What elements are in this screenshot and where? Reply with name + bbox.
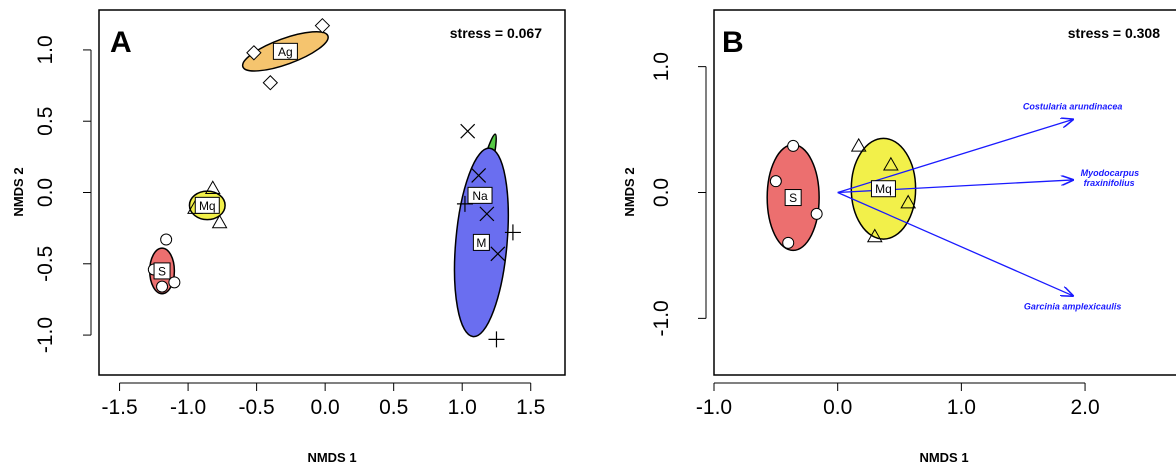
y-axis-label-b: NMDS 2 — [622, 167, 637, 216]
x-tick-label: 1.5 — [516, 396, 545, 419]
group-label: Mq — [875, 182, 892, 196]
plot-frame-b — [713, 9, 1176, 376]
panel-label-b: B — [722, 26, 744, 59]
x-tick-label: -1.0 — [170, 396, 206, 419]
point-na — [479, 206, 495, 222]
y-axis-b: -1.0 0.0 1.0 — [650, 52, 707, 336]
group-label-box — [870, 180, 896, 198]
y-tick-label: 1.0 — [650, 52, 673, 81]
vector-arrow — [837, 191, 1073, 296]
point-mq — [211, 214, 228, 229]
vector-label: Myodocarpus fraxinifolius — [1081, 168, 1140, 188]
x-tick-label: -0.5 — [239, 396, 275, 419]
x-axis-label-b: NMDS 1 — [919, 450, 968, 465]
x-axis-label-a: NMDS 1 — [307, 450, 356, 465]
group-label-box — [467, 186, 493, 204]
point-s — [810, 207, 823, 220]
point-m — [488, 331, 505, 348]
x-tick-label: 0.0 — [311, 396, 340, 419]
point-ag — [246, 45, 262, 61]
group-label: Ag — [278, 45, 293, 59]
x-tick-label: 1.0 — [947, 396, 976, 419]
group-label: S — [789, 191, 797, 205]
group-label-box — [153, 262, 171, 280]
x-tick-label: 1.0 — [448, 396, 477, 419]
plot-area-a: Ag Mq S Na M — [147, 17, 521, 348]
point-mq — [866, 228, 883, 243]
y-tick-label: 0.0 — [34, 178, 57, 207]
point-s — [782, 236, 795, 249]
group-label-box — [784, 189, 802, 207]
x-tick-label: -1.5 — [101, 396, 137, 419]
x-tick-label: 0.0 — [823, 396, 852, 419]
point-na — [460, 123, 476, 139]
x-axis-a: -1.5 -1.0 -0.5 0.0 0.5 1.0 1.5 — [101, 382, 545, 419]
group-label: Mq — [199, 199, 216, 213]
y-tick-label: 0.5 — [34, 107, 57, 136]
x-tick-label: -1.0 — [696, 396, 732, 419]
point-s — [160, 233, 173, 246]
plot-area-b: Costularia arundinacea Myodocarpus fraxini… — [766, 102, 1140, 312]
vector-label: Costularia arundinacea — [1023, 102, 1123, 112]
plot-frame-a — [98, 9, 566, 376]
point-mq — [900, 194, 917, 209]
point-s — [168, 276, 181, 289]
panel-label-a: A — [110, 26, 132, 59]
stress-a: stress = 0.067 — [450, 25, 542, 41]
y-axis-a: -1.0 -0.5 0.0 0.5 1.0 — [34, 35, 92, 353]
y-axis-label-a: NMDS 2 — [11, 167, 26, 216]
point-s — [787, 139, 800, 152]
y-tick-label: 1.0 — [34, 35, 57, 64]
group-label: S — [158, 264, 166, 278]
group-label-box — [472, 233, 490, 251]
y-tick-label: -0.5 — [34, 246, 57, 282]
y-tick-label: -1.0 — [34, 317, 57, 353]
y-tick-label: -1.0 — [650, 300, 673, 336]
group-label-box — [194, 196, 220, 214]
group-label-box — [272, 42, 298, 60]
point-s — [769, 175, 782, 188]
x-axis-b: -1.0 0.0 1.0 2.0 — [696, 382, 1100, 419]
stress-b: stress = 0.308 — [1068, 25, 1160, 41]
point-mq — [204, 180, 221, 194]
panel-a: A stress = 0.067 NMDS 1 NMDS 2 -1.5 -1.0-… — [11, 9, 566, 465]
point-s — [156, 280, 169, 293]
x-tick-label: 0.5 — [379, 396, 408, 419]
point-m — [456, 195, 473, 212]
y-tick-label: 0.0 — [650, 178, 673, 207]
point-mq — [850, 137, 867, 152]
point-m — [504, 224, 521, 241]
vector-label: Garcinia amplexicaulis — [1024, 302, 1122, 312]
x-tick-label: 2.0 — [1070, 396, 1099, 419]
point-ag — [314, 17, 331, 34]
point-mq — [883, 156, 899, 171]
point-ag — [262, 75, 279, 91]
group-label: Na — [472, 189, 488, 203]
point-na — [490, 246, 506, 262]
group-label: M — [476, 236, 486, 250]
point-na — [471, 167, 487, 183]
panel-b: B stress = 0.308 NMDS 1 NMDS 2 -1.0 0.0 1.… — [622, 9, 1176, 465]
